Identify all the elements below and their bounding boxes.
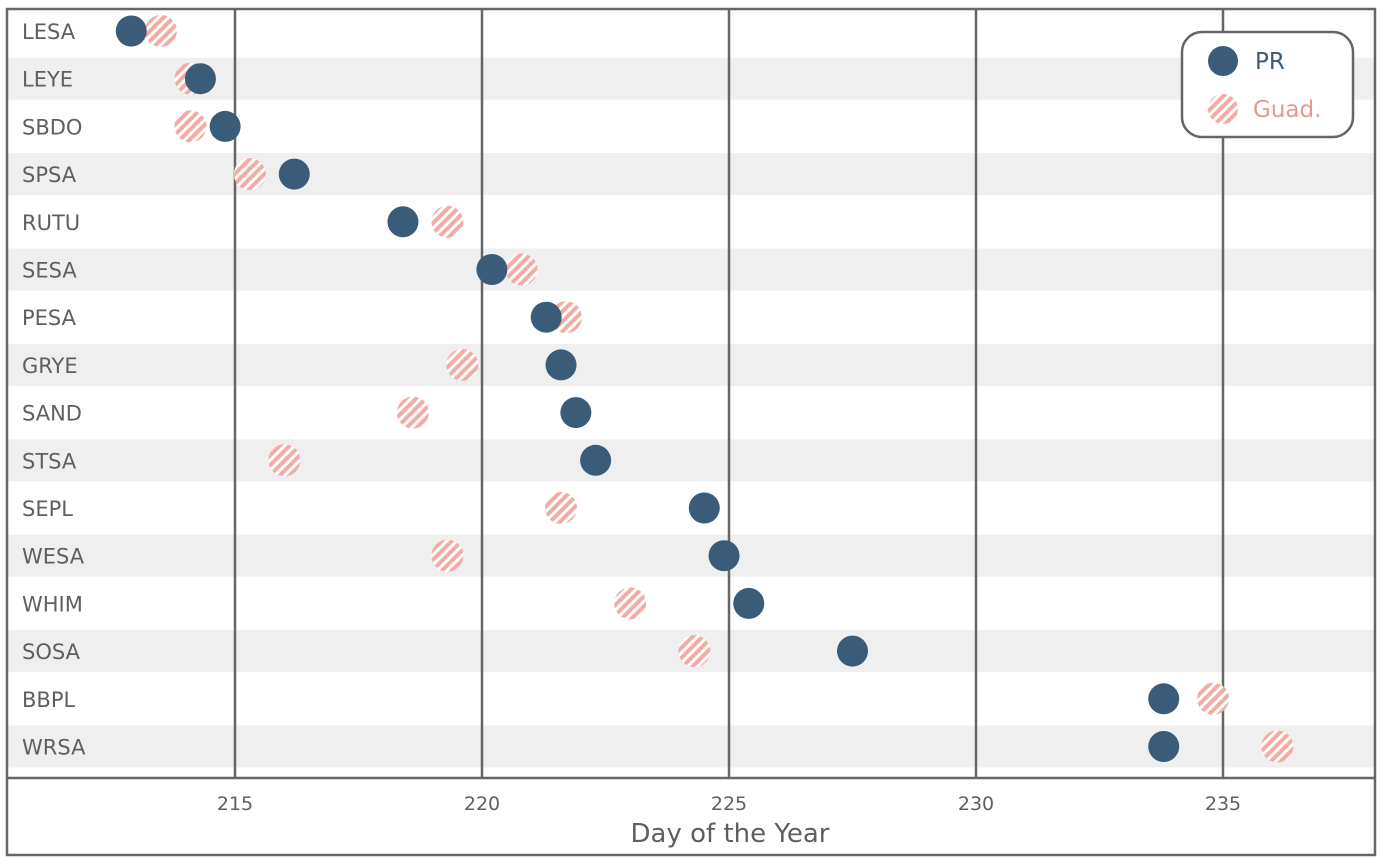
x-axis-title: Day of the Year — [631, 819, 830, 849]
row-labels: LESA LEYE SBDO SPSA RUTU SESA PESA GRYE SAND STSA… — [22, 20, 86, 760]
guad-point — [268, 444, 301, 477]
pr-point — [476, 254, 508, 285]
pr-point — [278, 158, 310, 190]
row-label: LEYE — [22, 68, 73, 92]
row-label: BBPL — [22, 688, 75, 712]
pr-point — [1148, 731, 1180, 762]
legend: PR Guad. — [1180, 30, 1355, 139]
pr-point — [530, 301, 562, 333]
row-label: SAND — [22, 402, 82, 426]
guad-point — [545, 492, 578, 524]
guad-point — [174, 110, 207, 143]
guad-point — [233, 158, 266, 191]
legend-label-guad: Guad. — [1253, 97, 1321, 123]
guad-point — [431, 205, 464, 238]
row-band — [8, 534, 1375, 577]
pr-point — [184, 63, 216, 95]
pr-point — [688, 492, 720, 524]
guad-point — [1261, 730, 1294, 763]
row-band — [8, 248, 1375, 291]
guad-point — [614, 587, 647, 620]
row-band — [8, 439, 1375, 482]
x-tick-label: 230 — [958, 793, 994, 815]
row-label: WRSA — [22, 736, 86, 760]
plot-frame — [5, 7, 1377, 857]
guad-point — [1197, 682, 1230, 715]
guad-point — [678, 635, 711, 668]
row-label: SEPL — [22, 497, 73, 521]
pr-point — [580, 444, 612, 476]
row-label: WESA — [22, 545, 85, 569]
x-tick-label: 215 — [217, 793, 253, 815]
pr-point — [560, 397, 592, 429]
pr-point — [733, 587, 765, 619]
row-label: PESA — [22, 306, 77, 330]
guad-point — [431, 539, 464, 572]
pr-point — [1148, 683, 1180, 715]
row-label: SOSA — [22, 640, 81, 664]
row-label: SESA — [22, 259, 77, 283]
pr-point — [708, 540, 740, 572]
legend-label-pr: PR — [1255, 49, 1285, 75]
legend-marker-guad — [1208, 94, 1238, 124]
pr-point — [545, 349, 577, 381]
x-axis-ticks: 215 220 225 230 235 — [217, 793, 1241, 815]
row-label: RUTU — [22, 211, 80, 235]
row-label: GRYE — [22, 354, 78, 378]
x-tick-label: 225 — [711, 793, 747, 815]
guad-point — [446, 348, 479, 381]
guad-point — [396, 396, 429, 429]
guad-point — [505, 253, 538, 286]
x-tick-label: 235 — [1205, 793, 1241, 815]
pr-point — [837, 635, 868, 667]
legend-marker-pr — [1208, 46, 1238, 76]
row-label: SPSA — [22, 163, 77, 187]
row-label: STSA — [22, 449, 77, 473]
pr-point — [115, 15, 147, 47]
row-band — [8, 153, 1375, 196]
pr-point — [209, 110, 241, 142]
row-label: SBDO — [22, 115, 82, 139]
row-band — [8, 343, 1375, 386]
row-label: LESA — [22, 20, 76, 44]
outer-border — [5, 7, 1377, 857]
x-tick-label: 220 — [464, 793, 500, 815]
row-label: WHIM — [22, 592, 83, 616]
pr-point — [387, 206, 419, 238]
data-points — [115, 15, 1294, 763]
guad-point — [144, 15, 177, 47]
